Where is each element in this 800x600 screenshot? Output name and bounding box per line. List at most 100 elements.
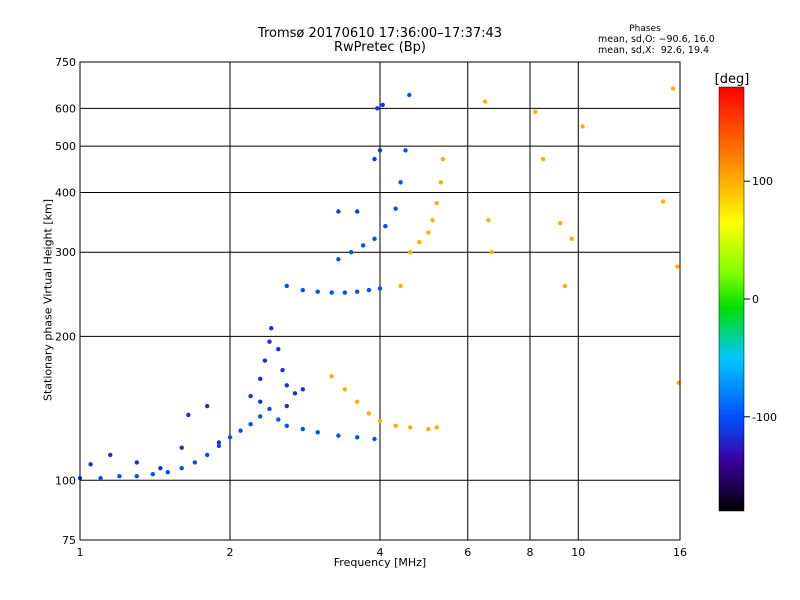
data-point bbox=[258, 376, 263, 382]
data-point bbox=[204, 403, 210, 409]
data-point bbox=[88, 462, 93, 467]
data-point bbox=[372, 436, 377, 442]
data-point bbox=[372, 236, 377, 242]
y-axis-label: Stationary phase Virtual Height [km] bbox=[41, 198, 55, 402]
data-point bbox=[569, 236, 574, 242]
data-point bbox=[165, 469, 170, 475]
data-point bbox=[227, 435, 233, 440]
data-point bbox=[108, 452, 113, 458]
data-point bbox=[348, 250, 354, 255]
x-tick-label: 6 bbox=[464, 546, 471, 559]
data-point bbox=[580, 124, 585, 129]
data-point bbox=[315, 430, 320, 435]
axis-ticks: 1 2 4 6 8 10 16 75 100 200 300 400 500 600 750 bbox=[55, 56, 687, 559]
data-point bbox=[375, 106, 380, 111]
data-point bbox=[360, 243, 366, 248]
phase-legend-title: Phases bbox=[629, 24, 661, 34]
y-tick-label: 200 bbox=[55, 330, 76, 343]
data-point bbox=[300, 287, 306, 293]
data-point bbox=[562, 283, 568, 289]
data-points bbox=[77, 86, 681, 481]
data-point bbox=[660, 199, 666, 204]
data-point bbox=[383, 224, 388, 229]
colorbar bbox=[718, 86, 745, 512]
data-point bbox=[336, 257, 341, 262]
y-tick-label: 600 bbox=[55, 102, 76, 115]
x-mode-stats: mean, sd,X: 92.6, 19.4 bbox=[598, 45, 710, 56]
x-tick-label: 8 bbox=[527, 546, 534, 559]
data-point bbox=[434, 425, 439, 430]
data-point bbox=[300, 426, 306, 432]
data-point bbox=[354, 289, 360, 294]
chart-grid bbox=[80, 62, 680, 540]
data-point bbox=[186, 412, 191, 418]
data-point bbox=[372, 156, 377, 162]
data-point bbox=[407, 92, 412, 98]
data-point bbox=[377, 148, 383, 153]
data-point bbox=[150, 471, 156, 477]
data-point bbox=[284, 283, 289, 289]
y-tick-label: 100 bbox=[55, 474, 76, 487]
data-point bbox=[267, 339, 272, 344]
y-tick-label: 300 bbox=[55, 246, 76, 259]
data-point bbox=[426, 230, 431, 235]
data-point bbox=[284, 403, 289, 409]
colorbar-tick-label: 0 bbox=[752, 293, 759, 306]
data-point bbox=[329, 374, 334, 379]
data-point bbox=[284, 383, 289, 388]
plot-frame bbox=[79, 61, 681, 541]
colorbar-ticks: -100 0 100 bbox=[744, 175, 777, 424]
x-tick-label: 2 bbox=[227, 546, 234, 559]
chart-title: Tromsø 20170610 17:36:00–17:37:43 bbox=[257, 26, 503, 41]
data-point bbox=[430, 218, 435, 223]
data-point bbox=[216, 440, 222, 445]
data-point bbox=[284, 423, 289, 429]
data-point bbox=[440, 156, 446, 162]
data-point bbox=[366, 411, 372, 416]
chart-subtitle: RwPretec (Bp) bbox=[333, 40, 427, 55]
data-point bbox=[354, 435, 360, 440]
x-tick-label: 10 bbox=[571, 546, 585, 559]
y-tick-label: 75 bbox=[62, 534, 76, 547]
data-point bbox=[179, 465, 184, 471]
data-point bbox=[276, 417, 281, 422]
data-point bbox=[675, 264, 680, 269]
data-point bbox=[269, 326, 274, 331]
data-point bbox=[262, 358, 268, 363]
data-point bbox=[158, 465, 163, 471]
data-point bbox=[238, 428, 243, 433]
data-point bbox=[408, 425, 413, 430]
colorbar-tick-label: -100 bbox=[752, 411, 777, 424]
data-point bbox=[300, 387, 306, 392]
x-tick-label: 1 bbox=[77, 546, 84, 559]
y-tick-label: 400 bbox=[55, 186, 76, 199]
data-point bbox=[540, 156, 546, 162]
data-point bbox=[403, 148, 408, 153]
x-tick-label: 16 bbox=[673, 546, 687, 559]
data-point bbox=[393, 206, 398, 211]
data-point bbox=[533, 109, 538, 115]
data-point bbox=[342, 387, 348, 392]
y-tick-label: 750 bbox=[55, 56, 76, 69]
data-point bbox=[216, 443, 222, 449]
data-point bbox=[98, 476, 103, 481]
data-point bbox=[482, 99, 488, 104]
data-point bbox=[398, 283, 403, 289]
data-point bbox=[179, 445, 184, 450]
data-point bbox=[336, 433, 341, 438]
data-point bbox=[192, 460, 198, 465]
data-point bbox=[292, 391, 298, 396]
data-point bbox=[393, 423, 398, 429]
x-axis-label: Frequency [MHz] bbox=[333, 556, 427, 569]
data-point bbox=[204, 452, 210, 458]
data-point bbox=[342, 290, 348, 295]
data-point bbox=[670, 86, 676, 91]
data-point bbox=[377, 418, 383, 424]
data-point bbox=[408, 250, 413, 255]
o-mode-stats: mean, sd,O: −90.6, 16.0 bbox=[598, 34, 715, 45]
colorbar-label: [deg] bbox=[715, 72, 750, 87]
data-point bbox=[380, 102, 385, 108]
data-point bbox=[366, 287, 372, 293]
data-point bbox=[426, 426, 431, 432]
data-point bbox=[434, 200, 439, 206]
